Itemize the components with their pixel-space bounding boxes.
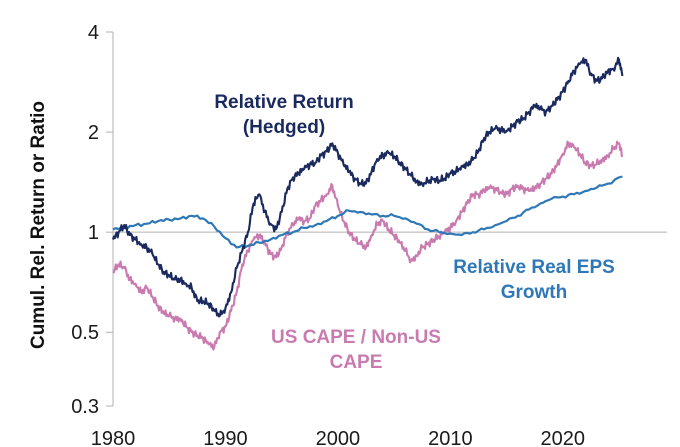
x-tick-label: 2010 — [428, 428, 473, 447]
series-label-return: (Hedged) — [243, 117, 325, 138]
series-label-cape: US CAPE / Non-US — [271, 327, 441, 348]
x-tick-label: 1980 — [91, 428, 136, 447]
y-tick-label: 1 — [88, 222, 99, 244]
y-tick-label: 0.3 — [71, 396, 99, 418]
x-tick-label: 2020 — [541, 428, 586, 447]
series-line-return — [111, 56, 624, 318]
series-line-cape — [112, 140, 624, 351]
y-tick-label: 0.5 — [71, 322, 99, 344]
y-tick-label: 2 — [88, 122, 99, 144]
series-label-eps: Growth — [501, 282, 568, 303]
series-line-eps — [112, 175, 623, 249]
series-label-eps: Relative Real EPS — [453, 257, 615, 278]
series-label-return: Relative Return — [214, 92, 353, 113]
y-tick-label: 4 — [88, 22, 99, 44]
x-tick-label: 1990 — [203, 428, 248, 447]
x-tick-label: 2000 — [316, 428, 361, 447]
y-axis-label: Cumul. Rel. Return or Ratio — [28, 101, 49, 349]
series-label-cape: CAPE — [330, 352, 383, 373]
